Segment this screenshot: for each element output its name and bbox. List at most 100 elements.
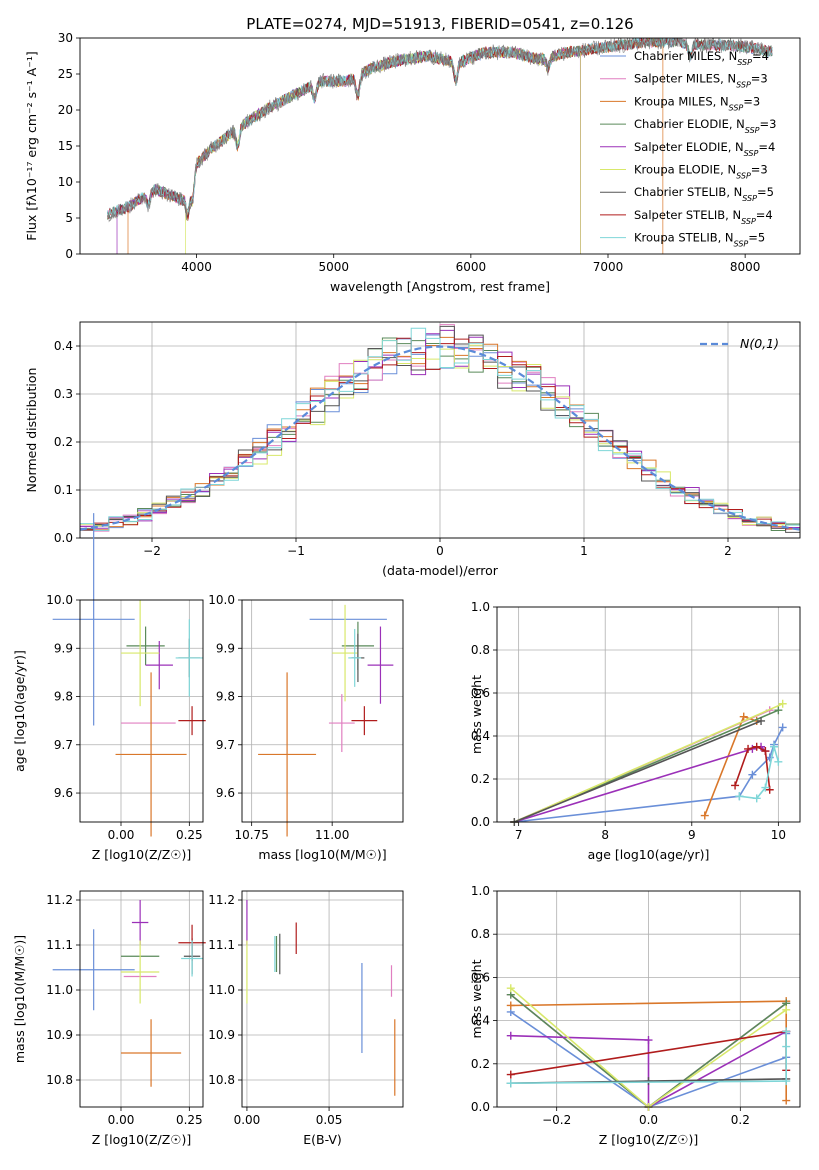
y-tick-label: 9.9 (216, 641, 235, 655)
y-tick-label: 10 (58, 175, 73, 189)
y-tick-label: 5 (65, 211, 73, 225)
legend-entry: Kroupa STELIB, NSSP=5 (634, 231, 765, 249)
axes-frame (79, 321, 801, 539)
y-tick-label: 0.6 (471, 970, 490, 984)
legend-entry: Chabrier STELIB, NSSP=5 (634, 185, 774, 203)
legend-entry: Kroupa MILES, NSSP=3 (634, 94, 760, 112)
y-axis-label: mass weight (469, 675, 484, 754)
y-tick-label: 0.2 (54, 435, 73, 449)
spectrum-model-line (107, 38, 773, 217)
mass-weight-marker (644, 1036, 653, 1045)
y-tick-label: 10.8 (46, 1073, 73, 1087)
y-tick-label: 0.3 (54, 387, 73, 401)
x-tick-label: 0.00 (108, 828, 135, 842)
x-tick-label: 1 (580, 544, 588, 558)
x-tick-label: 0 (436, 544, 444, 558)
y-tick-label: 25 (58, 67, 73, 81)
y-tick-label: 0.4 (54, 339, 73, 353)
x-tick-label: 2 (724, 544, 732, 558)
x-tick-label: 0.0 (639, 1113, 658, 1127)
spectrum-lines (107, 38, 773, 254)
y-tick-label: 0.1 (54, 483, 73, 497)
age-vs-z-panel: 0.00 0.25 9.6 9.7 9.8 9.9 10.0 Z [log10(Z/Z☉)] a… (12, 513, 206, 862)
mass-weight-marker (778, 723, 787, 732)
axes-frame (241, 599, 404, 823)
y-tick-label: 10.8 (208, 1073, 235, 1087)
mass-weight-marker (506, 1079, 515, 1088)
spectrum-data-line (107, 38, 773, 223)
x-tick-label: −2 (143, 544, 161, 558)
y-tick-label: 0.2 (471, 1057, 490, 1071)
age-vs-mass-panel: 10.75 11.00 9.6 9.7 9.8 9.9 10.0 mass [log10(M/… (208, 593, 404, 862)
mass-weight-marker (506, 984, 515, 993)
spectrum-model-line (185, 46, 581, 254)
y-axis-label: mass weight (469, 959, 484, 1038)
x-tick-label: 10.75 (234, 828, 268, 842)
x-tick-label: 10 (771, 828, 786, 842)
y-tick-label: 20 (58, 103, 73, 117)
mass-vs-ebv-panel: 0.00 0.05 10.8 10.9 11.0 11.1 11.2 E(B-V) (208, 890, 404, 1147)
mass-vs-z-panel: 0.00 0.25 10.8 10.9 11.0 11.1 11.2 Z [log10(Z/Z… (12, 890, 206, 1147)
y-tick-label: 0 (65, 247, 73, 261)
x-axis-label: mass [log10(M/M☉)] (258, 847, 386, 862)
y-tick-label: 0.6 (471, 686, 490, 700)
y-axis-label: Flux [fλ10⁻¹⁷ erg cm⁻² s⁻¹ A⁻¹] (24, 51, 39, 240)
axes-frame (496, 890, 801, 1108)
spectrum-panel: 4000 5000 6000 7000 8000 0 5 10 15 20 25 30 waveleng… (24, 31, 801, 294)
y-tick-label: 9.6 (216, 786, 235, 800)
figure-title: PLATE=0274, MJD=51913, FIBERID=0541, z=0… (246, 15, 633, 33)
axes-frame (79, 599, 204, 823)
normal-reference-curve (80, 345, 800, 531)
histogram-panel: −2 −1 0 1 2 0.0 0.1 0.2 0.3 0.4 (data-model)/error… (24, 321, 801, 578)
mass-weight-marker (506, 1070, 515, 1079)
mass-weight-line (514, 727, 784, 823)
x-tick-label: 7 (515, 828, 523, 842)
y-tick-label: 9.6 (54, 786, 73, 800)
mass-weight-marker (782, 1096, 791, 1105)
mass-weight-marker (782, 1042, 791, 1051)
x-axis-label: (data-model)/error (382, 563, 499, 578)
y-tick-label: 10.0 (208, 593, 235, 607)
mass-weight-marker (506, 1031, 515, 1040)
x-tick-label: 7000 (593, 260, 624, 274)
mass-weight-marker (757, 716, 766, 725)
y-tick-label: 0.2 (471, 772, 490, 786)
y-tick-label: 9.8 (216, 690, 235, 704)
y-tick-label: 0.8 (471, 927, 490, 941)
y-tick-label: 0.0 (471, 1100, 490, 1114)
y-tick-label: 0.0 (54, 531, 73, 545)
mass-weight-marker (752, 794, 761, 803)
x-axis-label: Z [log10(Z/Z☉)] (92, 847, 192, 862)
mass-weight-line (704, 715, 757, 816)
mass-weight-marker (765, 785, 774, 794)
y-tick-label: 9.8 (54, 690, 73, 704)
y-tick-label: 11.0 (208, 983, 235, 997)
legend-entry: Chabrier ELODIE, NSSP=3 (634, 117, 776, 135)
x-axis-label: Z [log10(Z/Z☉)] (599, 1132, 699, 1147)
spectrum-legend: Chabrier MILES, NSSP=4 Salpeter MILES, NS… (600, 49, 776, 248)
mass-weight-marker (744, 744, 753, 753)
mass-weight-line (513, 703, 784, 823)
histogram-steps (80, 324, 800, 533)
y-tick-label: 30 (58, 31, 73, 45)
y-tick-label: 0.0 (471, 815, 490, 829)
x-tick-label: 0.2 (731, 1113, 750, 1127)
y-tick-label: 9.9 (54, 641, 73, 655)
y-axis-label: Normed distribution (24, 368, 39, 493)
mass-weight-marker (774, 706, 783, 715)
x-tick-label: 8 (601, 828, 609, 842)
mass-weight-marker (735, 792, 744, 801)
mass-weight-marker (782, 1077, 791, 1086)
mass-weight-marker (506, 1001, 515, 1010)
x-tick-label: 0.00 (234, 1113, 261, 1127)
mass-weight-vs-age-panel: 7 8 9 10 0.0 0.2 0.4 0.6 0.8 1.0 age [log10(age/yr… (469, 600, 801, 862)
x-tick-label: 0.00 (108, 1113, 135, 1127)
x-tick-label: −0.2 (542, 1113, 571, 1127)
y-tick-label: 1.0 (471, 600, 490, 614)
mass-weight-marker (739, 712, 748, 721)
x-axis-label: age [log10(age/yr)] (588, 847, 710, 862)
y-tick-label: 0.8 (471, 643, 490, 657)
legend-entry: Kroupa ELODIE, NSSP=3 (634, 163, 768, 181)
mass-weight-marker (731, 781, 740, 790)
